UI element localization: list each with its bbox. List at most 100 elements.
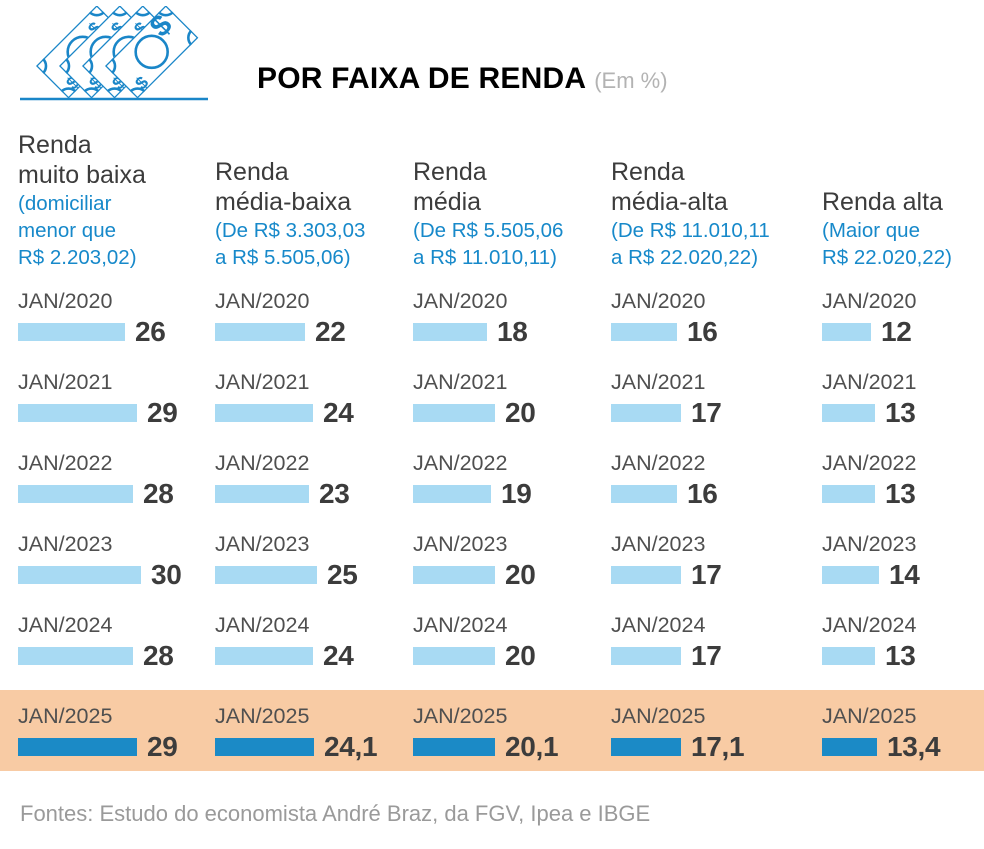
- value-label: 25: [327, 559, 358, 590]
- column-range-line: (domiciliar: [18, 192, 112, 215]
- column-name-line: muito baixa: [18, 161, 146, 189]
- value-label: 22: [315, 316, 346, 347]
- column-header-4: Renda média-alta (De R$ 11.010,11 a R$ 22.0…: [611, 157, 822, 271]
- bar-cell: JAN/2023 20: [413, 530, 611, 590]
- value-bar: [18, 485, 133, 503]
- value-label: 20: [505, 640, 536, 671]
- banknote-stack: $$$$$$$$: [36, 6, 199, 99]
- bar-cell: JAN/2020 16: [611, 287, 822, 347]
- value-label: 30: [151, 559, 182, 590]
- bar-line: 13: [822, 397, 968, 428]
- value-label: 17: [691, 559, 722, 590]
- column-name-line: média: [413, 188, 482, 216]
- value-label: 13: [885, 397, 916, 428]
- bar-line: 20,1: [413, 731, 611, 762]
- bar-line: 20: [413, 640, 611, 671]
- bar-line: 17: [611, 559, 822, 590]
- bar-line: 28: [18, 640, 215, 671]
- bar-line: 25: [215, 559, 413, 590]
- period-label: JAN/2022: [822, 451, 917, 475]
- value-label: 29: [147, 397, 178, 428]
- value-bar: [822, 566, 879, 584]
- value-bar: [611, 485, 677, 503]
- chart-title: POR FAIXA DE RENDA: [257, 62, 587, 95]
- value-bar: [822, 323, 871, 341]
- source-note: Fontes: Estudo do economista André Braz,…: [20, 801, 651, 826]
- year-row-jan-2023: JAN/2023 30 JAN/2023 25 JAN/2023 20 JAN/2023 17…: [0, 518, 984, 599]
- column-header-2: Renda média-baixa (De R$ 3.303,03 a R$ 5.50…: [215, 157, 413, 271]
- bar-cell: JAN/2024 17: [611, 611, 822, 671]
- column-range-line: (De R$ 3.303,03: [215, 219, 366, 242]
- period-label: JAN/2025: [611, 704, 706, 728]
- column-range-line: a R$ 5.505,06): [215, 246, 351, 269]
- period-label: JAN/2023: [822, 532, 917, 556]
- period-label: JAN/2022: [413, 451, 508, 475]
- value-label: 16: [687, 316, 718, 347]
- column-header-3: Renda média (De R$ 5.505,06 a R$ 11.010,11): [413, 157, 611, 271]
- value-bar: [215, 485, 309, 503]
- bar-line: 29: [18, 397, 215, 428]
- bar-line: 14: [822, 559, 968, 590]
- column-range-line: R$ 22.020,22): [822, 246, 952, 269]
- year-row-jan-2024: JAN/2024 28 JAN/2024 24 JAN/2024 20 JAN/2024 17…: [0, 599, 984, 680]
- bar-cell: JAN/2024 13: [822, 611, 968, 671]
- bar-cell: JAN/2021 20: [413, 368, 611, 428]
- bar-line: 24: [215, 397, 413, 428]
- value-bar: [18, 647, 133, 665]
- bar-cell: JAN/2023 17: [611, 530, 822, 590]
- value-label: 17: [691, 397, 722, 428]
- period-label: JAN/2024: [822, 613, 917, 637]
- period-label: JAN/2021: [18, 370, 113, 394]
- bar-line: 12: [822, 316, 968, 347]
- value-label: 20,1: [505, 731, 559, 762]
- value-bar: [611, 404, 681, 422]
- value-bar: [611, 323, 677, 341]
- bar-line: 17,1: [611, 731, 822, 762]
- value-bar: [413, 485, 491, 503]
- value-bar: [822, 485, 875, 503]
- period-label: JAN/2021: [215, 370, 310, 394]
- bar-cell: JAN/2025 13,4: [822, 702, 968, 762]
- value-bar: [215, 738, 314, 756]
- column-range-line: a R$ 11.010,11): [413, 246, 557, 269]
- bar-line: 29: [18, 731, 215, 762]
- bar-cell: JAN/2020 22: [215, 287, 413, 347]
- bar-cell: JAN/2023 25: [215, 530, 413, 590]
- year-row-grid: JAN/2020 26 JAN/2020 22 JAN/2020 18 JAN/2020 16…: [0, 287, 984, 347]
- value-label: 28: [143, 640, 174, 671]
- year-row-grid: JAN/2021 29 JAN/2021 24 JAN/2021 20 JAN/2021 17…: [0, 368, 984, 428]
- bar-line: 24,1: [215, 731, 413, 762]
- value-bar: [822, 738, 877, 756]
- year-row-grid: JAN/2025 29 JAN/2025 24,1 JAN/2025 20,1 JAN/20…: [0, 702, 984, 762]
- bar-cell: JAN/2025 17,1: [611, 702, 822, 762]
- column-headers: Renda muito baixa (domiciliar menor que R$ 2…: [0, 130, 984, 271]
- year-row-grid: JAN/2024 28 JAN/2024 24 JAN/2024 20 JAN/2024 17…: [0, 611, 984, 671]
- value-label: 18: [497, 316, 528, 347]
- bar-cell: JAN/2020 18: [413, 287, 611, 347]
- bar-line: 17: [611, 640, 822, 671]
- column-name-line: Renda: [611, 158, 685, 186]
- period-label: JAN/2020: [822, 289, 917, 313]
- value-label: 23: [319, 478, 350, 509]
- value-bar: [215, 323, 305, 341]
- bar-line: 24: [215, 640, 413, 671]
- column-range-line: (De R$ 5.505,06: [413, 219, 564, 242]
- value-bar: [822, 647, 875, 665]
- column-range-line: (De R$ 11.010,11: [611, 219, 770, 242]
- bar-cell: JAN/2022 13: [822, 449, 968, 509]
- bar-cell: JAN/2025 24,1: [215, 702, 413, 762]
- bar-line: 28: [18, 478, 215, 509]
- bar-cell: JAN/2022 19: [413, 449, 611, 509]
- bar-line: 23: [215, 478, 413, 509]
- period-label: JAN/2025: [413, 704, 508, 728]
- period-label: JAN/2023: [215, 532, 310, 556]
- value-bar: [18, 323, 125, 341]
- period-label: JAN/2023: [413, 532, 508, 556]
- banknotes-icon: $$$$$$$$: [20, 6, 208, 101]
- bar-line: 18: [413, 316, 611, 347]
- value-label: 24: [323, 640, 354, 671]
- column-name-line: média-alta: [611, 188, 728, 216]
- value-bar: [18, 566, 141, 584]
- period-label: JAN/2024: [413, 613, 508, 637]
- bar-cell: JAN/2021 24: [215, 368, 413, 428]
